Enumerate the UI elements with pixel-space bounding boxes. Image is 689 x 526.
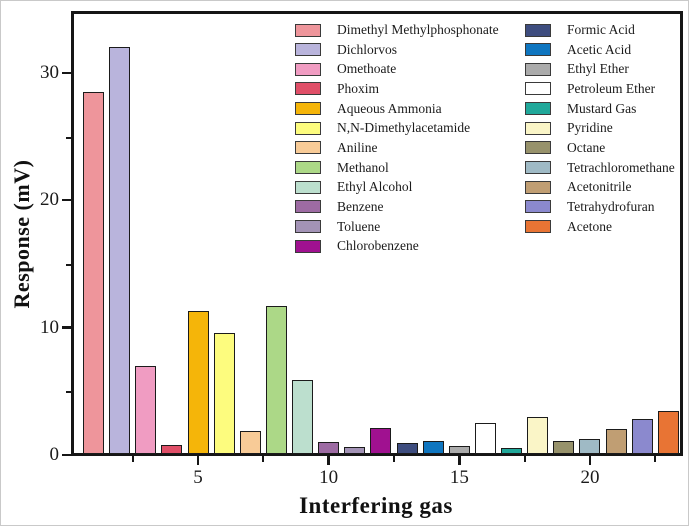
x-axis-minor-tick-7-5	[262, 456, 265, 462]
x-axis-minor-tick-22-5	[654, 456, 657, 462]
plot-frame	[71, 11, 683, 456]
y-axis-major-tick-20	[62, 198, 71, 202]
x-axis-major-tick-5	[196, 456, 200, 465]
x-axis-minor-tick-17-5	[523, 456, 526, 462]
x-axis-major-tick-10	[327, 456, 330, 465]
x-tick-label-10: 10	[319, 467, 339, 488]
x-axis-title: Interfering gas	[299, 493, 453, 518]
x-tick-label-20: 20	[580, 467, 600, 488]
y-axis-major-tick-30	[62, 71, 71, 75]
x-axis-major-tick-20	[588, 456, 592, 465]
x-tick-label-5: 5	[193, 467, 203, 488]
y-axis-major-tick-10	[62, 326, 71, 329]
x-axis-minor-tick-12-5	[392, 456, 395, 462]
x-tick-label-15: 15	[449, 467, 469, 488]
x-axis-minor-tick-2-5	[131, 456, 134, 462]
y-axis-title: Response (mV)	[9, 159, 34, 309]
y-axis-major-tick-0	[62, 453, 71, 456]
x-axis-major-tick-15	[458, 456, 461, 465]
